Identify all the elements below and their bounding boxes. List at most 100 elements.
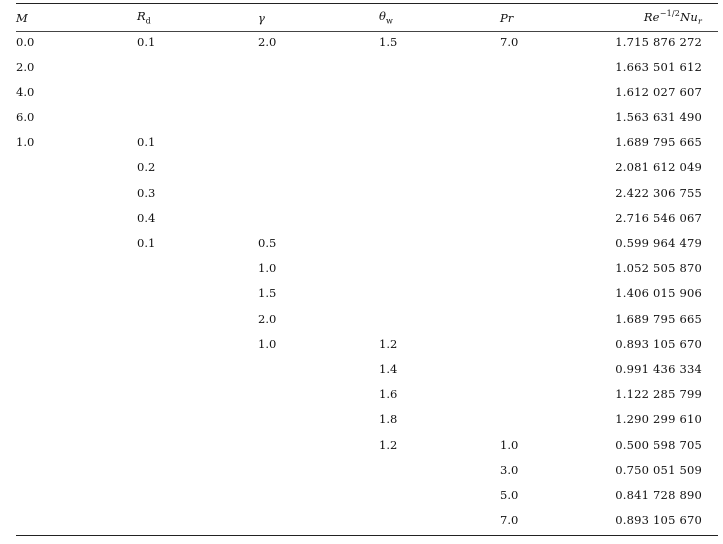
cell-gamma: [258, 107, 379, 132]
table-row: 7.0 0.893 105 670: [16, 510, 718, 535]
table-row: 1.6 1.122 285 799: [16, 384, 718, 409]
cell-rd: [137, 384, 258, 409]
header-rd: Rd: [137, 9, 151, 26]
cell-theta-w: [379, 157, 500, 182]
table-row: 1.2 1.0 0.500 598 705: [16, 435, 718, 460]
cell-nusselt: 0.750 051 509: [615, 462, 702, 477]
header-gamma: γ: [258, 10, 265, 25]
cell-m: [16, 359, 137, 384]
cell-m: [16, 384, 137, 409]
cell-pr: [500, 309, 582, 334]
cell-gamma: 2.0: [258, 311, 277, 326]
table-row: 1.0 1.052 505 870: [16, 258, 718, 283]
cell-nusselt: 1.052 505 870: [615, 261, 702, 276]
cell-theta-w: 1.2: [379, 336, 398, 351]
cell-pr: 3.0: [500, 462, 519, 477]
cell-pr: [500, 208, 582, 233]
table-row: 1.5 1.406 015 906: [16, 283, 718, 308]
table-row: 3.0 0.750 051 509: [16, 460, 718, 485]
cell-m: [16, 283, 137, 308]
table-row: 0.0 0.1 2.0 1.5 7.0 1.715 876 272: [16, 30, 718, 57]
cell-pr: [500, 283, 582, 308]
data-table: M Rd γ θw Pr Re−1/2Nur 0.0 0.1 2.0 1.5 7.0 1.…: [16, 4, 718, 535]
cell-gamma: [258, 460, 379, 485]
table-body: 0.0 0.1 2.0 1.5 7.0 1.715 876 272 2.0 1.663 501…: [16, 30, 718, 536]
table-row: 0.1 0.5 0.599 964 479: [16, 233, 718, 258]
cell-rd: [137, 485, 258, 510]
table-row: 2.0 1.689 795 665: [16, 309, 718, 334]
cell-nusselt: 0.599 964 479: [615, 236, 702, 250]
cell-pr: 1.0: [500, 437, 519, 452]
cell-theta-w: 1.4: [379, 361, 398, 376]
cell-pr: [500, 359, 582, 384]
header-theta-w: θw: [379, 9, 393, 26]
table-row: 0.4 2.716 546 067: [16, 208, 718, 233]
header-nusselt: Re−1/2Nur: [643, 8, 702, 27]
cell-pr: [500, 334, 582, 359]
cell-m: 2.0: [16, 59, 35, 74]
cell-rd: 0.3: [137, 185, 156, 200]
header-m: M: [16, 10, 28, 25]
cell-gamma: [258, 359, 379, 384]
top-rule: [16, 3, 718, 4]
cell-m: [16, 510, 137, 535]
cell-m: [16, 409, 137, 434]
cell-gamma: [258, 132, 379, 157]
cell-pr: [500, 384, 582, 409]
cell-m: 4.0: [16, 84, 35, 99]
table-row: 4.0 1.612 027 607: [16, 82, 718, 107]
cell-gamma: 2.0: [258, 30, 379, 57]
cell-gamma: [258, 435, 379, 460]
cell-nusselt: 1.290 299 610: [615, 412, 702, 427]
cell-nusselt: 1.715 876 272: [582, 30, 718, 57]
cell-m: [16, 258, 137, 283]
cell-pr: [500, 82, 582, 107]
cell-gamma: [258, 57, 379, 82]
bottom-rule: [16, 535, 718, 537]
cell-rd: [137, 334, 258, 359]
cell-nusselt: 1.122 285 799: [615, 387, 702, 402]
cell-nusselt: 2.422 306 755: [615, 185, 702, 200]
cell-gamma: [258, 510, 379, 535]
cell-m: [16, 460, 137, 485]
cell-rd: [137, 258, 258, 283]
cell-rd: 0.1: [137, 30, 258, 57]
cell-pr: [500, 409, 582, 434]
cell-pr: [500, 233, 582, 258]
cell-pr: [500, 183, 582, 208]
cell-theta-w: [379, 233, 500, 258]
table-row: 2.0 1.663 501 612: [16, 57, 718, 82]
cell-rd: [137, 409, 258, 434]
table-row: 0.3 2.422 306 755: [16, 183, 718, 208]
cell-theta-w: 1.6: [379, 387, 398, 402]
header-row: M Rd γ θw Pr Re−1/2Nur: [16, 4, 718, 32]
table-row: 1.0 1.2 0.893 105 670: [16, 334, 718, 359]
cell-rd: 0.1: [137, 135, 156, 150]
cell-theta-w: 1.8: [379, 412, 398, 427]
cell-m: 1.0: [16, 135, 35, 150]
cell-rd: [137, 283, 258, 308]
table-row: 5.0 0.841 728 890: [16, 485, 718, 510]
table-row: 1.4 0.991 436 334: [16, 359, 718, 384]
cell-nusselt: 0.841 728 890: [615, 487, 702, 502]
cell-nusselt: 1.689 795 665: [615, 311, 702, 326]
cell-theta-w: [379, 510, 500, 535]
cell-theta-w: 1.5: [379, 30, 500, 57]
cell-gamma: [258, 485, 379, 510]
cell-rd: 0.1: [137, 236, 156, 250]
cell-pr: [500, 107, 582, 132]
cell-gamma: [258, 208, 379, 233]
cell-theta-w: [379, 485, 500, 510]
table-row: 0.2 2.081 612 049: [16, 157, 718, 182]
header-pr: Pr: [500, 10, 514, 25]
cell-m: 0.0: [16, 30, 137, 57]
cell-rd: [137, 57, 258, 82]
cell-pr: 7.0: [500, 30, 582, 57]
cell-nusselt: 2.716 546 067: [615, 210, 702, 225]
nusselt-number-table: M Rd γ θw Pr Re−1/2Nur 0.0 0.1 2.0 1.5 7.0 1.…: [16, 3, 718, 537]
cell-m: 6.0: [16, 110, 35, 125]
cell-theta-w: [379, 283, 500, 308]
cell-gamma: [258, 409, 379, 434]
cell-nusselt: 1.689 795 665: [615, 135, 702, 150]
cell-rd: 0.2: [137, 160, 156, 175]
